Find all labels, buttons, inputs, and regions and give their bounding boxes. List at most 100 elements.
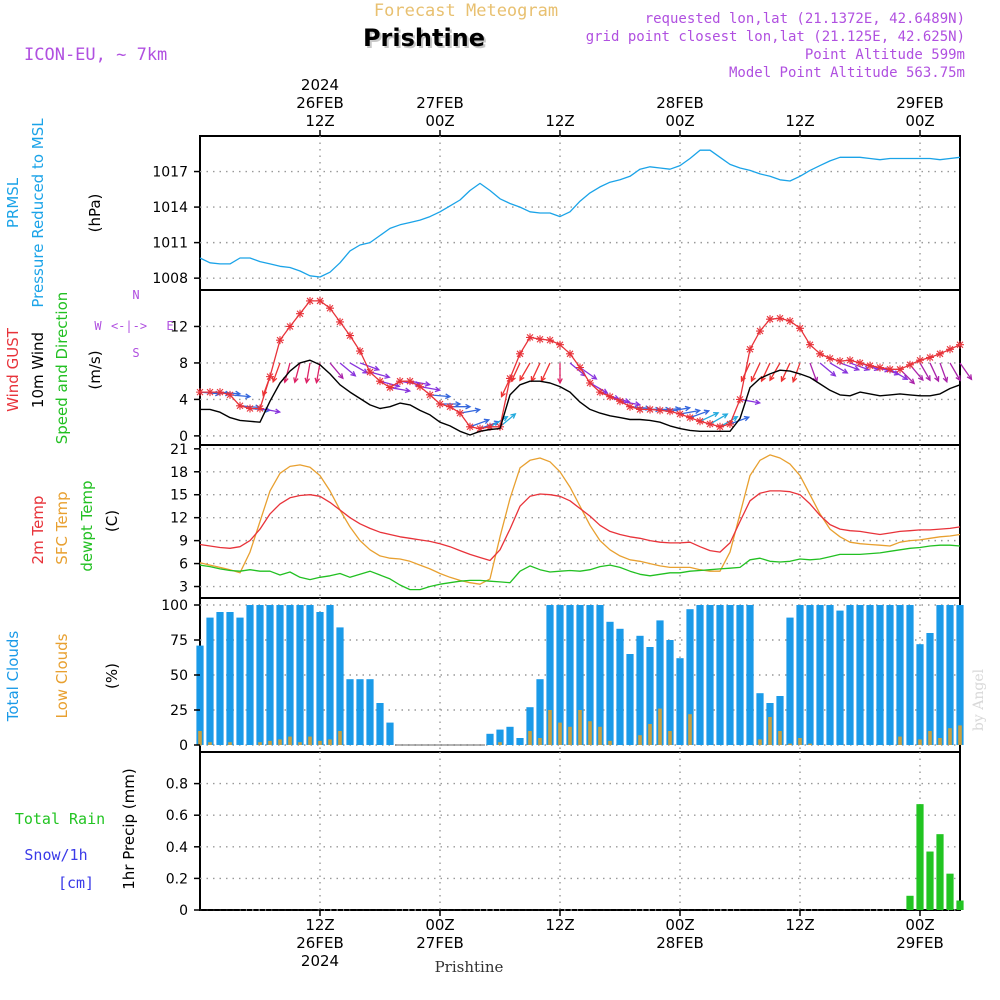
wind-arrow-head [902,374,909,381]
total-cloud-bar [306,605,314,745]
low-cloud-bar [308,736,312,745]
low-cloud-bar [948,728,952,745]
x-tick-label-top: 28FEB [656,94,703,112]
gust-marker [696,417,704,426]
wind-arrow-shaft [339,362,356,377]
gust-marker [426,390,434,399]
dewpt-label: dewpt Temp [78,480,96,571]
total-cloud-bar [916,644,924,745]
x-tick-label-top: 00Z [425,112,454,130]
wind-arrow [469,418,491,428]
panel-frames [199,135,961,911]
location-title: Prishtine [363,24,485,52]
wind-arrow-head [362,368,369,374]
wind-arrow-head [445,393,452,400]
wind-arrow-shaft [259,407,280,413]
x-tick-label-bottom: 28FEB [656,934,703,952]
pressure-unit-label: (hPa) [86,194,104,233]
axis-labels: 1008101110141017048123691215182102550751… [4,76,944,970]
total-cloud-bar [836,610,844,745]
gust-marker [196,388,204,397]
wind-arrow-head [404,387,412,394]
wind-arrow-shaft [959,362,973,380]
low-cloud-bar [928,731,932,745]
wind-arrow-head [245,393,252,400]
wind-arrow-head [634,401,642,407]
rain-label: Total Rain [15,810,105,828]
gust-marker [936,349,944,358]
wind-arrow [530,362,541,383]
total-cloud-bar [366,679,374,745]
low-cloud-bar [548,710,552,745]
x-tick-label-top: 12Z [785,112,814,130]
gust-marker [486,422,494,431]
gust-marker [956,340,964,349]
gust-marker [556,340,564,349]
gust-marker [436,399,444,408]
total-cloud-bar [526,707,534,745]
wind-arrow [459,407,482,414]
wind-arrow-shaft [500,378,511,397]
low-cloud-bar [898,736,902,745]
gust-marker [666,407,674,416]
low-cloud-bar [598,726,602,745]
gust-marker [716,422,724,431]
wind-arrow-shaft [349,362,368,374]
gust-marker [746,345,754,354]
gust-marker [906,360,914,369]
total-cloud-bar [566,605,574,745]
wind-arrow-shaft [589,382,608,394]
y-tick-label: 8 [179,356,188,372]
gust-marker [416,382,424,391]
wind-arrow [719,416,739,428]
y-tick-label: 3 [179,580,188,596]
panel-frame-precip [199,751,961,911]
total-cloud-bar [706,605,714,745]
wind-arrow-shaft [540,362,551,382]
gust-marker [856,358,864,367]
total-cloud-bar [826,605,834,745]
gust-marker [786,317,794,325]
low-cloud-bar [258,742,262,745]
total-cloud-bar [816,605,824,745]
gust-marker [446,402,454,411]
data-marks [196,149,973,911]
total-cloud-bar [676,658,684,745]
y-tick-label: 100 [161,598,188,614]
wind-arrow-head [350,370,357,377]
point-altitude: Point Altitude 599m [805,47,965,63]
low-cloud-bar [758,739,762,745]
wind-arrow [349,362,369,374]
wind-arrow-head [942,376,949,384]
wind-arrow-head [769,375,775,382]
low-cloud-bar [778,731,782,745]
gust-marker [386,383,394,392]
wind-arrow [579,366,598,380]
pressure-label: PRMSL [4,177,22,228]
total-cloud-bar [206,617,214,745]
low-clouds-label: Low Clouds [53,633,71,718]
low-cloud-bar [208,742,212,745]
wind-arrow [919,362,931,382]
wind-arrow-shaft [719,416,738,428]
pressure-line [199,149,961,278]
total-cloud-bar [786,617,794,745]
wind-arrow-shaft [519,362,531,381]
gust-marker [576,363,584,372]
x-tick-label-bottom: 2024 [301,952,339,970]
gust-marker [606,392,614,401]
total-cloud-bar [276,605,284,745]
total-cloud-bar [246,605,254,745]
wind-arrow-head [830,370,837,377]
total-cloud-bar [696,605,704,745]
low-cloud-bar [578,710,582,745]
gust-marker [636,405,644,414]
wind-compass: W <-|-> E N S [94,288,173,360]
wind-arrow [699,412,720,422]
total-cloud-bar [756,693,764,745]
y-tick-label: 12 [170,319,188,335]
wind-arrow [780,362,791,383]
x-tick-label-top: 12Z [545,112,574,130]
gust-marker [926,353,934,362]
wind-arrow-shaft [389,386,410,392]
